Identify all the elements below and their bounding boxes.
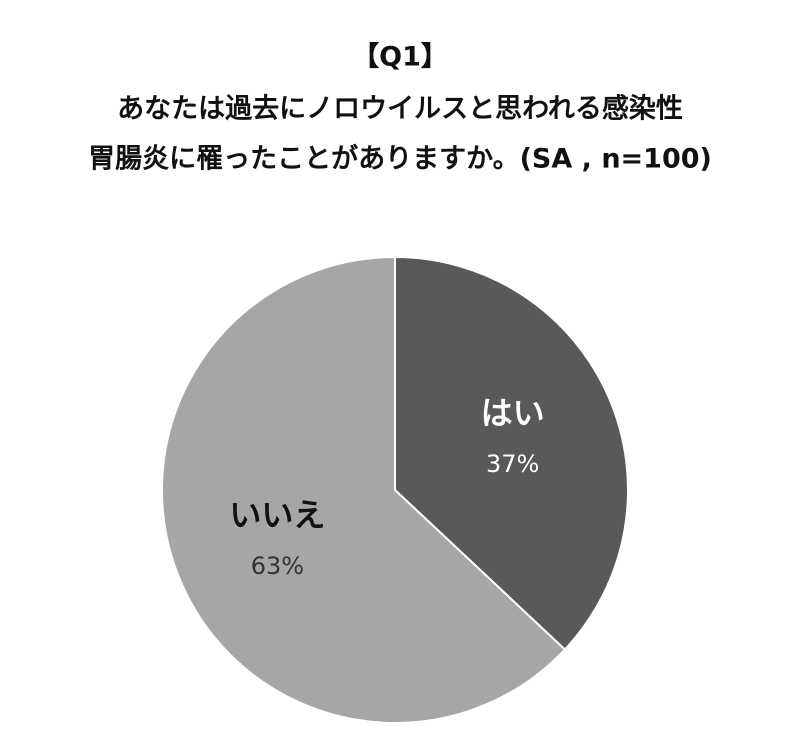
- chart-title: 胃腸炎に罹ったことがありますか。(SA , n=100): [88, 143, 712, 175]
- value-label: 63%: [251, 552, 304, 580]
- chart-title: 【Q1】: [352, 42, 448, 73]
- chart-title: あなたは過去にノロウイルスと思われる感染性: [117, 93, 683, 125]
- slice-label: いいえ: [229, 496, 325, 534]
- pie-slice: [161, 255, 567, 724]
- value-label: 37%: [486, 450, 539, 478]
- slice-label: はい: [481, 394, 545, 432]
- pie-slice: [394, 255, 629, 651]
